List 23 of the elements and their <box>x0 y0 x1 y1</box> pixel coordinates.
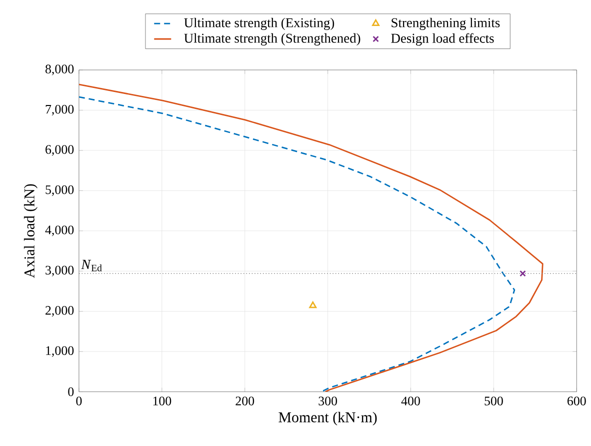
y-tick-label: 3,000 <box>46 266 74 277</box>
y-tick-label: 6,000 <box>46 145 74 156</box>
ref-line-label: N$_{Ed}$ <box>81 260 102 272</box>
x-tick-label: 100 <box>153 396 172 406</box>
legend-label: Strengthening limits <box>392 18 500 30</box>
y-tick-label: 2,000 <box>46 306 74 317</box>
y-tick-label: 5,000 <box>46 185 74 196</box>
x-tick-label: 400 <box>401 396 420 406</box>
y-tick-label: 1,000 <box>46 346 74 357</box>
legend-label: Ultimate strength (Strengthened) <box>184 33 360 46</box>
y-tick-label: 8,000 <box>45 64 74 76</box>
x-tick-label: 500 <box>484 396 503 406</box>
y-axis-title: Axial load (kN) <box>24 184 38 278</box>
y-tick-label: 4,000 <box>45 226 74 236</box>
x-tick-label: 200 <box>236 396 254 406</box>
legend-label: Ultimate strength (Existing) <box>184 18 334 30</box>
x-tick-label: 0 <box>76 396 82 406</box>
y-tick-label: 0 <box>68 388 74 396</box>
legend-label: Design load effects <box>391 33 494 46</box>
x-tick-label: 600 <box>568 396 586 406</box>
x-axis-title: Moment (kN·m) <box>278 412 377 426</box>
y-tick-label: 7,000 <box>46 105 74 116</box>
x-tick-label: 300 <box>318 396 338 406</box>
